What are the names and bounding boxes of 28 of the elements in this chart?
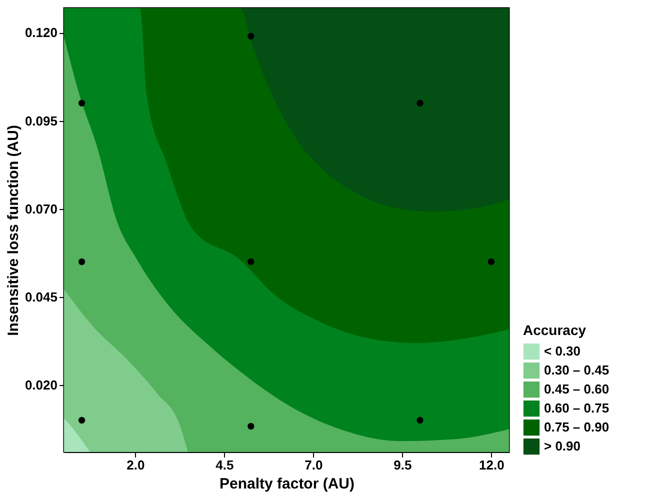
y-tick-label: 0.120 (24, 25, 58, 40)
legend-label: 0.30 – 0.45 (544, 362, 610, 378)
point (416, 416, 424, 424)
x-tick-label: 7.0 (304, 458, 323, 472)
point (78, 416, 86, 424)
y-tick-label: 0.095 (24, 113, 58, 128)
legend-title: Accuracy (523, 322, 586, 338)
point (248, 32, 254, 40)
y-tick-label: 0.045 (24, 289, 58, 304)
x-tick-label: 4.5 (216, 458, 234, 472)
point (78, 258, 86, 266)
legend-label: 0.75 – 0.90 (544, 420, 610, 434)
x-tick-label: 12.0 (479, 458, 504, 472)
point (488, 258, 495, 266)
point (78, 100, 86, 106)
legend-label: 0.60 – 0.75 (544, 400, 610, 416)
x-axis-title: Penalty factor (AU) (219, 476, 355, 492)
y-axis-title: Insensitive loss function (AU) (4, 125, 22, 336)
y-tick-label: 0.020 (24, 378, 58, 393)
legend-label: < 0.30 (544, 344, 581, 358)
legend-label: 0.45 – 0.60 (544, 382, 610, 396)
y-tick-label: 0.070 (24, 201, 58, 216)
point (416, 100, 424, 106)
legend-label: > 0.90 (544, 438, 581, 454)
x-tick-label: 2.0 (126, 458, 145, 472)
x-tick-label: 9.5 (394, 458, 412, 472)
point (248, 422, 254, 430)
point (248, 258, 254, 266)
